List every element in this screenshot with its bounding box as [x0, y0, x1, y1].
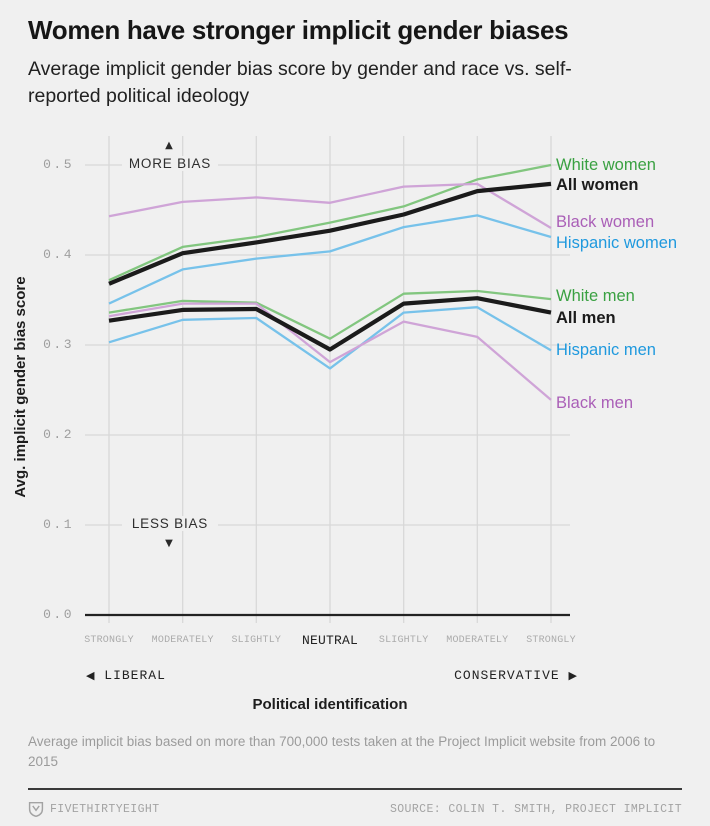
y-tick-label: 0.0 — [43, 607, 74, 622]
chart-title: Women have stronger implicit gender bias… — [28, 15, 569, 45]
series-line-all-women — [108, 181, 552, 286]
liberal-direction-label: ◀ LIBERAL — [86, 668, 166, 683]
less-bias-arrow-icon: ▼ — [165, 538, 173, 549]
series-line-hispanic-women — [108, 214, 552, 305]
x-tick-label-strongly-liberal: STRONGLY — [84, 635, 134, 646]
y-tick-label: 0.4 — [43, 247, 74, 262]
x-tick-label-strongly-conservative: STRONGLY — [526, 635, 576, 646]
series-line-black-men — [108, 302, 552, 401]
brand: FIVETHIRTYEIGHT — [28, 801, 160, 818]
y-tick-label: 0.2 — [43, 427, 74, 442]
chart-subtitle: Average implicit gender bias score by ge… — [28, 58, 572, 107]
fivethirtyeight-logo-icon — [28, 801, 44, 817]
series-label-black-men: Black men — [556, 394, 634, 412]
series-line-white-women — [108, 163, 552, 282]
series-label-white-men: White men — [556, 287, 635, 305]
footnote: Average implicit bias based on more than… — [28, 734, 656, 769]
more-bias-arrow-icon: ▲ — [165, 140, 173, 151]
plot-area — [85, 136, 570, 623]
left-arrow-icon: ◀ — [86, 669, 96, 682]
x-axis-title: Political identification — [252, 696, 408, 713]
x-tick-label-slightly-liberal: SLIGHTLY — [231, 635, 282, 646]
brand-name: FIVETHIRTYEIGHT — [50, 802, 160, 816]
y-tick-label: 0.5 — [43, 157, 74, 172]
series-line-white-men — [108, 289, 552, 340]
series-label-all-men: All men — [556, 309, 616, 327]
less-bias-annotation: LESS BIAS — [122, 516, 218, 531]
series-label-white-women: White women — [556, 156, 656, 174]
source-credit: SOURCE: COLIN T. SMITH, PROJECT IMPLICIT — [389, 802, 682, 816]
x-tick-label-neutral: NEUTRAL — [301, 633, 358, 648]
x-tick-label-moderately-liberal: MODERATELY — [151, 635, 214, 646]
x-tick-label-moderately-conservative: MODERATELY — [446, 635, 509, 646]
series-label-all-women: All women — [556, 176, 639, 194]
footer-bar: FIVETHIRTYEIGHT SOURCE: COLIN T. SMITH, … — [28, 799, 682, 819]
line-chart: 0.5 0.4 0.3 0.2 0.1 0.0 STRONGLY MODERATELY SLI… — [12, 136, 678, 713]
series-line-all-men — [108, 296, 552, 352]
y-tick-label: 0.3 — [43, 337, 74, 352]
series-line-hispanic-men — [108, 306, 552, 370]
conservative-label-text: CONSERVATIVE — [454, 668, 560, 683]
series-label-hispanic-men: Hispanic men — [556, 341, 656, 359]
right-arrow-icon: ▶ — [568, 669, 578, 682]
series-label-hispanic-women: Hispanic women — [556, 234, 678, 252]
x-tick-label-slightly-conservative: SLIGHTLY — [378, 635, 429, 646]
more-bias-annotation: MORE BIAS — [122, 156, 218, 171]
series-line-black-women — [108, 182, 552, 229]
conservative-direction-label: CONSERVATIVE ▶ — [454, 668, 578, 683]
liberal-label-text: LIBERAL — [104, 668, 166, 683]
y-axis-title: Avg. implicit gender bias score — [12, 276, 29, 498]
footer-divider — [28, 788, 682, 790]
y-tick-label: 0.1 — [43, 517, 74, 532]
series-label-black-women: Black women — [556, 213, 655, 231]
